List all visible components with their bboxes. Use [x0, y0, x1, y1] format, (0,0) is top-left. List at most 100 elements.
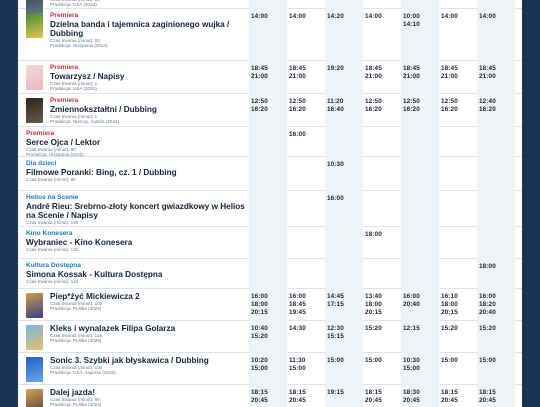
showtime-link[interactable]: 17:15 — [327, 301, 344, 308]
showtime-link[interactable]: 11:20 — [327, 98, 344, 105]
film-title-link[interactable]: Zmiennokształtni / Dubbing — [50, 105, 157, 114]
showtime-link[interactable]: 15:20 — [365, 325, 382, 332]
showtime-link[interactable]: 16:00 — [327, 195, 344, 202]
showtime-link[interactable]: 18:00 — [365, 231, 382, 238]
showtime-link[interactable]: 15:00 — [441, 357, 458, 364]
showtime-link[interactable]: 15:00 — [327, 357, 344, 364]
showtime-link[interactable]: 10:30 — [327, 161, 344, 168]
showtime-link[interactable]: 14:00 — [251, 13, 268, 20]
showtime-link[interactable]: 12:50 — [289, 98, 306, 105]
showtime-link[interactable]: 18:45 — [289, 301, 306, 308]
film-title-link[interactable]: Serce Ojca / Lektor — [26, 138, 101, 147]
film-title-link[interactable]: Dzielna banda i tajemnica zaginionego wu… — [50, 20, 230, 38]
showtime-link[interactable]: 14:10 — [403, 21, 420, 28]
showtime-link[interactable]: 16:20 — [365, 106, 382, 113]
showtime-link[interactable]: 19:45 — [289, 309, 306, 316]
film-title-link[interactable]: Piep*żyć Mickiewicza 2 — [50, 292, 140, 301]
showtime-link[interactable]: 18:00 — [479, 263, 496, 270]
showtime-link[interactable]: 18:00 — [251, 301, 268, 308]
film-title-link[interactable]: Towarzysz / Napisy — [50, 72, 125, 81]
showtime-link[interactable]: 21:00 — [365, 73, 382, 80]
film-title-link[interactable]: Dalej jazda! — [50, 388, 96, 397]
showtime-link[interactable]: 18:00 — [365, 301, 382, 308]
showtime-link[interactable]: 15:00 — [289, 365, 306, 372]
showtime-link[interactable]: 18:30 — [403, 389, 420, 396]
showtime-link[interactable]: 19:20 — [327, 65, 344, 72]
showtime-link[interactable]: 16:10 — [441, 293, 458, 300]
showtime-link[interactable]: 15:20 — [251, 333, 268, 340]
showtime-link[interactable]: 21:00 — [441, 73, 458, 80]
showtime-link[interactable]: 15:20 — [441, 325, 458, 332]
showtime-link[interactable]: 21:00 — [479, 73, 496, 80]
showtime-link[interactable]: 10:40 — [251, 325, 268, 332]
showtime-link[interactable]: 20:45 — [403, 397, 420, 404]
showtime-link[interactable]: 20:45 — [251, 397, 268, 404]
film-title-link[interactable]: Sonic 3. Szybki jak błyskawica / Dubbing — [50, 356, 209, 365]
showtime-link[interactable]: 16:00 — [289, 131, 306, 138]
showtime-link[interactable]: 14:20 — [327, 13, 344, 20]
showtime-link[interactable]: 20:45 — [365, 397, 382, 404]
showtime-link[interactable]: 10:30 — [403, 357, 420, 364]
film-title-link[interactable]: Filmowe Poranki: Bing, cz. 1 / Dubbing — [26, 168, 177, 177]
showtime-link[interactable]: 18:00 — [441, 301, 458, 308]
showtime-link[interactable]: 21:00 — [251, 73, 268, 80]
showtime-link[interactable]: 21:00 — [289, 73, 306, 80]
showtime-link[interactable]: 16:00 — [479, 293, 496, 300]
showtime-link[interactable]: 18:45 — [251, 65, 268, 72]
showtime-link[interactable]: 12:50 — [441, 98, 458, 105]
showtime-link[interactable]: 16:20 — [441, 106, 458, 113]
showtime-link[interactable]: 18:15 — [365, 389, 382, 396]
showtime-link[interactable]: 18:45 — [441, 65, 458, 72]
showtime-link[interactable]: 16:00 — [251, 293, 268, 300]
poster-image[interactable] — [26, 98, 43, 123]
showtime-link[interactable]: 14:00 — [479, 13, 496, 20]
showtime-link[interactable]: 11:30 — [289, 357, 306, 364]
poster-image[interactable] — [26, 357, 43, 382]
showtime-link[interactable]: 16:20 — [289, 106, 306, 113]
showtime-link[interactable]: 10:00 — [403, 13, 420, 20]
showtime-link[interactable]: 18:15 — [289, 389, 306, 396]
showtime-link[interactable]: 12:50 — [403, 98, 420, 105]
showtime-link[interactable]: 20:40 — [403, 301, 420, 308]
showtime-link[interactable]: 16:40 — [327, 106, 344, 113]
showtime-link[interactable]: 12:15 — [403, 325, 420, 332]
showtime-link[interactable]: 16:00 — [289, 293, 306, 300]
showtime-link[interactable]: 13:40 — [365, 293, 382, 300]
showtime-link[interactable]: 15:20 — [479, 325, 496, 332]
showtime-link[interactable]: 20:15 — [441, 309, 458, 316]
poster-image[interactable] — [26, 65, 43, 90]
showtime-link[interactable]: 14:00 — [289, 13, 306, 20]
showtime-link[interactable]: 18:45 — [479, 65, 496, 72]
showtime-link[interactable]: 18:15 — [479, 389, 496, 396]
showtime-link[interactable]: 15:00 — [251, 365, 268, 372]
showtime-link[interactable]: 20:40 — [479, 309, 496, 316]
showtime-link[interactable]: 19:15 — [327, 389, 344, 396]
showtime-link[interactable]: 15:00 — [479, 357, 496, 364]
showtime-link[interactable]: 15:00 — [365, 357, 382, 364]
showtime-link[interactable]: 20:45 — [441, 397, 458, 404]
showtime-link[interactable]: 10:20 — [251, 357, 268, 364]
showtime-link[interactable]: 16:00 — [403, 293, 420, 300]
poster-image[interactable] — [26, 389, 43, 407]
poster-image[interactable] — [26, 13, 43, 38]
showtime-link[interactable]: 15:15 — [327, 333, 344, 340]
showtime-link[interactable]: 18:45 — [365, 65, 382, 72]
showtime-link[interactable]: 21:00 — [403, 73, 420, 80]
showtime-link[interactable]: 14:00 — [365, 13, 382, 20]
film-title-link[interactable]: Simona Kossak - Kultura Dostępna — [26, 270, 163, 279]
film-title-link[interactable]: André Rieu: Srebrno-złoty koncert gwiazd… — [26, 202, 245, 220]
showtime-link[interactable]: 16:20 — [479, 106, 496, 113]
showtime-link[interactable]: 18:45 — [403, 65, 420, 72]
showtime-link[interactable]: 20:15 — [251, 309, 268, 316]
showtime-link[interactable]: 18:15 — [441, 389, 458, 396]
showtime-link[interactable]: 12:30 — [327, 325, 344, 332]
showtime-link[interactable]: 14:30 — [289, 325, 306, 332]
poster-image[interactable] — [26, 293, 43, 318]
showtime-link[interactable]: 16:20 — [403, 106, 420, 113]
poster-image[interactable] — [26, 0, 43, 15]
film-title-link[interactable]: Wybraniec - Kino Konesera — [26, 238, 133, 247]
showtime-link[interactable]: 14:45 — [327, 293, 344, 300]
showtime-link[interactable]: 18:45 — [289, 65, 306, 72]
showtime-link[interactable]: 20:45 — [479, 397, 496, 404]
showtime-link[interactable]: 15:00 — [403, 365, 420, 372]
